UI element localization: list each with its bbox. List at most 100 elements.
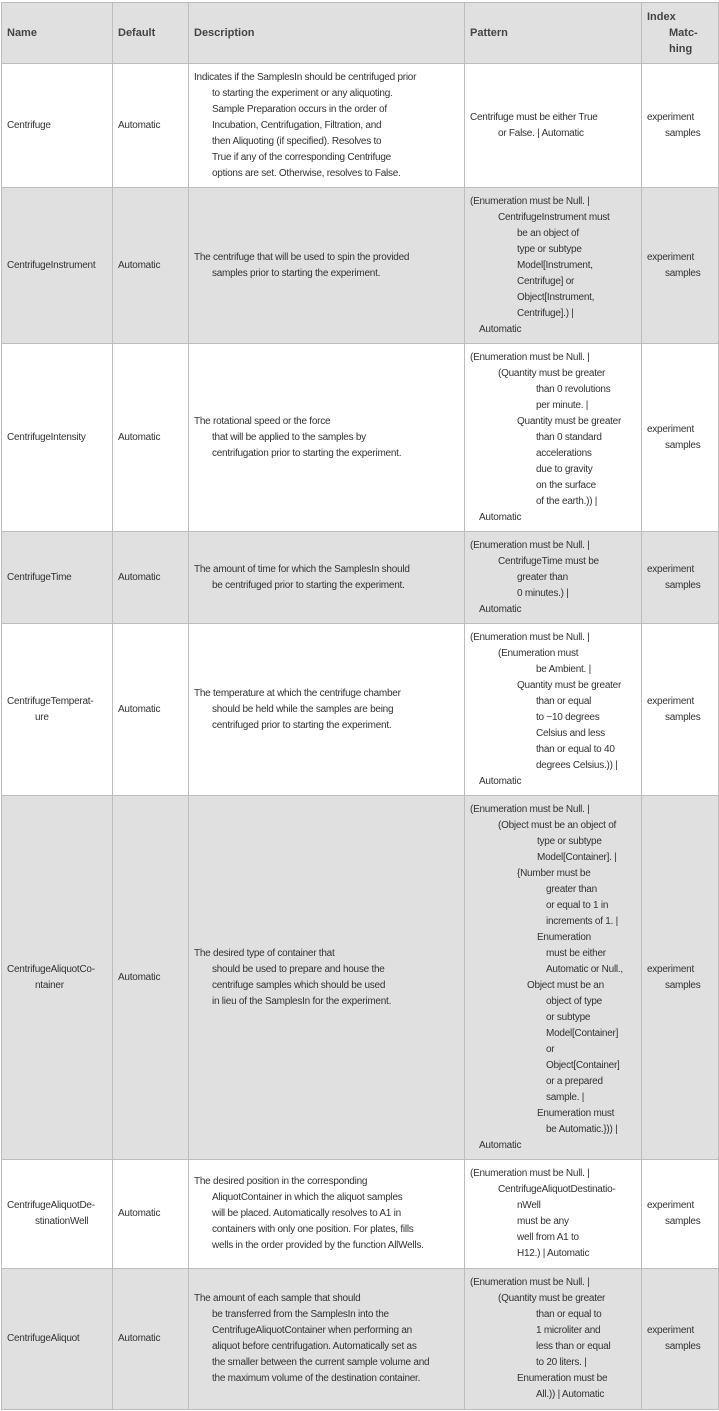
name-cell-line: CentrifugeIntensity	[7, 431, 86, 443]
description-cell-line: containers with only one position. For p…	[212, 1224, 414, 1235]
pattern-cell-line: type or subtype	[537, 835, 602, 847]
pattern-cell-line: greater than	[517, 571, 568, 583]
pattern-cell-line: accelerations	[536, 447, 592, 459]
pattern-cell-line: (Enumeration must be Null. |	[470, 631, 590, 643]
pattern-cell-line: Quantity must be greater	[517, 415, 622, 427]
pattern-cell-line: greater than	[546, 883, 597, 895]
pattern-cell-line: H12.) | Automatic	[517, 1248, 590, 1259]
pattern-cell-line: due to gravity	[536, 463, 593, 475]
pattern-cell-line: of the earth.)) |	[536, 495, 598, 507]
index-matching-cell: experiment samples	[641, 63, 719, 188]
pattern-cell-line: be Ambient. |	[536, 663, 591, 675]
pattern-cell-line: CentrifugeInstrument must	[498, 211, 610, 223]
description-cell-line: the smaller between the current sample v…	[212, 1357, 430, 1368]
pattern-cell-line: (Enumeration must be Null. |	[470, 803, 590, 815]
pattern-cell-line: (Enumeration must be Null. |	[470, 351, 590, 363]
name-cell-line: CentrifugeAliquotDe-	[7, 1200, 95, 1211]
pattern-cell-line: or False. | Automatic	[498, 127, 584, 139]
pattern-cell-line: 0 minutes.) |	[517, 587, 569, 599]
description-cell-line: The desired type of container that	[194, 947, 335, 959]
default-cell: Automatic	[112, 531, 189, 624]
default-cell: Automatic	[112, 1159, 189, 1269]
index-matching-cell-line: experiment	[647, 563, 694, 575]
description-cell-line: Incubation, Centrifugation, Filtration, …	[212, 119, 382, 131]
pattern-cell-line: Enumeration	[537, 931, 591, 943]
description-cell-line: to starting the experiment or any aliquo…	[212, 87, 393, 99]
pattern-cell-line: Model[Container]. |	[537, 851, 617, 863]
name-cell: CentrifugeTemperat-ure	[1, 623, 113, 796]
name-cell-line: CentrifugeAliquotCo-	[7, 963, 95, 975]
pattern-cell-line: Quantity must be greater	[517, 679, 622, 691]
pattern-cell-line: to −10 degrees	[536, 711, 600, 723]
description-cell-line: AliquotContainer in which the aliquot sa…	[212, 1192, 403, 1203]
pattern-cell-line: CentrifugeAliquotDestinatio-	[498, 1184, 616, 1195]
pattern-cell: Centrifuge must be either True or False. …	[464, 63, 642, 188]
description-cell-line: be centrifuged prior to starting the exp…	[212, 579, 405, 591]
description-cell-line: True if any of the corresponding Centrif…	[212, 151, 391, 163]
pattern-cell-line: to 20 liters. |	[536, 1357, 587, 1368]
default-cell: Automatic	[112, 343, 189, 532]
name-cell-line: ure	[35, 711, 49, 723]
index-matching-cell: experiment samples	[641, 623, 719, 796]
pattern-cell-line: Object[Container]	[546, 1059, 620, 1071]
table-row: CentrifugeAliquotDe-stinationWell Automat…	[1, 1159, 719, 1269]
description-cell: The amount of each sample that should be …	[188, 1268, 465, 1410]
pattern-cell-line: (Quantity must be greater	[498, 1293, 606, 1304]
name-cell: Centrifuge	[1, 63, 113, 188]
name-cell: CentrifugeAliquotDe-stinationWell	[1, 1159, 113, 1269]
header-pattern: Pattern	[464, 2, 642, 64]
index-matching-cell-line: experiment	[647, 963, 694, 975]
pattern-cell: (Enumeration must be Null. | CentrifugeAl…	[464, 1159, 642, 1269]
header-index-line: hing	[669, 43, 693, 55]
pattern-cell: (Enumeration must be Null. | CentrifugeIn…	[464, 187, 642, 344]
pattern-cell-line: nWell	[517, 1200, 541, 1211]
table-row: CentrifugeAliquotCo-ntainer Automatic The …	[1, 795, 719, 1160]
header-default: Default	[112, 2, 189, 64]
index-matching-cell: experiment samples	[641, 187, 719, 344]
pattern-cell-line: must be either	[546, 947, 606, 959]
header-name: Name	[1, 2, 113, 64]
description-cell-line: aliquot before centrifugation. Automatic…	[212, 1341, 417, 1352]
pattern-cell-line: Automatic	[479, 1139, 522, 1151]
pattern-cell-line: Object must be an	[527, 979, 604, 991]
description-cell: The desired position in the correspondin…	[188, 1159, 465, 1269]
pattern-cell-line: Automatic	[479, 775, 522, 787]
pattern-cell-line: Object[Instrument,	[517, 291, 595, 303]
index-matching-cell: experiment samples	[641, 531, 719, 624]
index-matching-cell-line: samples	[665, 579, 701, 591]
table-row: CentrifugeAliquot Automatic The amount of …	[1, 1268, 719, 1410]
pattern-cell-line: on the surface	[536, 479, 596, 491]
pattern-cell: (Enumeration must be Null. | CentrifugeTi…	[464, 531, 642, 624]
pattern-cell: (Enumeration must be Null. | (Enumeration…	[464, 623, 642, 796]
index-matching-cell-line: samples	[665, 711, 701, 723]
pattern-cell-line: Automatic	[479, 511, 522, 523]
description-cell-line: wells in the order provided by the funct…	[212, 1240, 424, 1251]
pattern-cell-line: All.)) | Automatic	[536, 1389, 605, 1400]
pattern-cell-line: than or equal	[536, 695, 592, 707]
index-matching-cell-line: experiment	[647, 695, 694, 707]
pattern-cell-line: increments of 1. |	[546, 915, 619, 927]
index-matching-cell-line: samples	[665, 267, 701, 279]
name-cell-line: CentrifugeTime	[7, 571, 72, 583]
description-cell-line: centrifuged prior to starting the experi…	[212, 719, 392, 731]
index-matching-cell: experiment samples	[641, 795, 719, 1160]
description-cell-line: be transferred from the SamplesIn into t…	[212, 1309, 389, 1320]
description-cell-line: The amount of each sample that should	[194, 1293, 361, 1304]
pattern-cell-line: Automatic	[479, 603, 522, 615]
name-cell-line: CentrifugeTemperat-	[7, 695, 94, 707]
table-row: CentrifugeIntensity Automatic The rotation…	[1, 343, 719, 532]
index-matching-cell-line: samples	[665, 979, 701, 991]
pattern-cell-line: (Enumeration must be Null. |	[470, 1277, 590, 1288]
name-cell: CentrifugeAliquotCo-ntainer	[1, 795, 113, 1160]
pattern-cell-line: {Number must be	[517, 867, 591, 879]
pattern-cell-line: or a prepared	[546, 1075, 603, 1087]
pattern-cell-line: than or equal to 40	[536, 743, 615, 755]
description-cell-line: will be placed. Automatically resolves t…	[212, 1208, 401, 1219]
name-cell-line: Centrifuge	[7, 119, 51, 131]
description-cell-line: centrifugation prior to starting the exp…	[212, 447, 402, 459]
pattern-cell-line: (Enumeration must be Null. |	[470, 195, 590, 207]
pattern-cell-line: (Enumeration must be Null. |	[470, 539, 590, 551]
pattern-cell-line: degrees Celsius.)) |	[536, 759, 618, 771]
description-cell: The desired type of container that should…	[188, 795, 465, 1160]
